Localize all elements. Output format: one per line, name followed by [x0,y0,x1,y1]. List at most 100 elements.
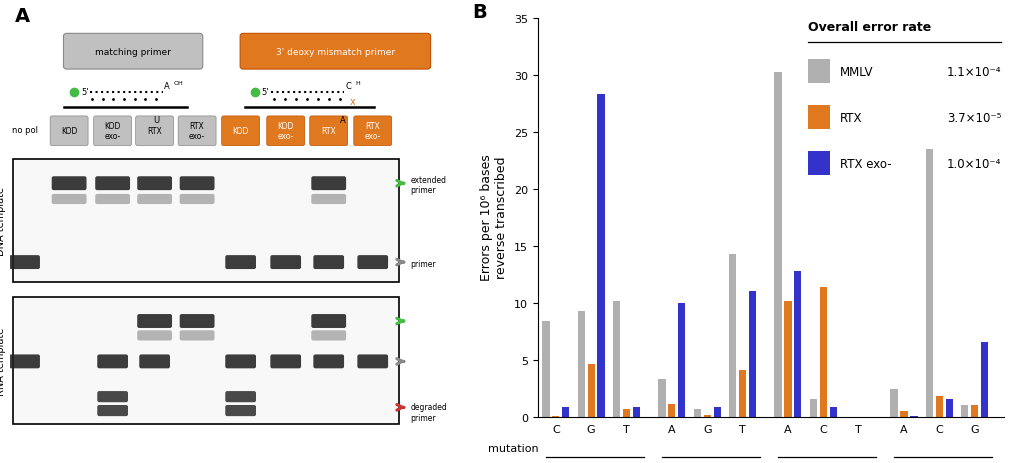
Bar [543,321,550,417]
Text: MMLV: MMLV [840,66,873,79]
Bar [819,287,827,417]
FancyBboxPatch shape [63,34,203,70]
Bar [749,292,756,417]
FancyBboxPatch shape [178,117,216,146]
FancyBboxPatch shape [180,331,215,341]
FancyBboxPatch shape [135,117,173,146]
Text: RTX
exo-: RTX exo- [365,122,381,141]
Text: OH: OH [174,81,183,86]
Text: 1.1×10⁻⁴: 1.1×10⁻⁴ [947,66,1001,79]
FancyBboxPatch shape [225,405,256,416]
FancyBboxPatch shape [225,391,256,402]
Text: B: B [472,3,487,22]
FancyBboxPatch shape [357,355,388,369]
FancyBboxPatch shape [266,117,305,146]
Text: H: H [355,81,360,86]
FancyBboxPatch shape [309,117,348,146]
Text: DNA template: DNA template [0,187,6,256]
Text: RTX: RTX [322,127,336,136]
FancyBboxPatch shape [311,177,346,191]
Text: no pol: no pol [11,126,38,135]
FancyBboxPatch shape [241,34,431,70]
FancyBboxPatch shape [97,355,128,369]
FancyBboxPatch shape [808,60,830,84]
FancyBboxPatch shape [94,117,131,146]
Bar [784,302,792,417]
Bar [739,370,746,417]
FancyBboxPatch shape [808,152,830,176]
FancyBboxPatch shape [354,117,392,146]
FancyBboxPatch shape [50,117,88,146]
FancyBboxPatch shape [311,331,346,341]
FancyBboxPatch shape [95,194,130,205]
Bar [729,254,736,417]
FancyBboxPatch shape [137,177,172,191]
Bar [678,303,685,417]
FancyBboxPatch shape [137,314,172,328]
Bar [658,379,666,417]
FancyBboxPatch shape [97,391,128,402]
Text: 1.0×10⁻⁴: 1.0×10⁻⁴ [947,157,1001,170]
FancyBboxPatch shape [9,256,40,269]
Text: KOD: KOD [61,127,77,136]
Text: matching primer: matching primer [95,48,171,57]
Text: C: C [346,82,351,91]
Text: extended
primer: extended primer [411,175,446,195]
Text: KOD
exo-: KOD exo- [278,122,294,141]
Bar [900,411,907,417]
Text: A: A [164,82,170,91]
Bar [981,343,988,417]
Bar [633,407,640,417]
Text: RTX: RTX [147,127,162,136]
FancyBboxPatch shape [9,355,40,369]
Bar [774,73,781,417]
Bar [829,407,837,417]
Text: RTX exo-: RTX exo- [840,157,891,170]
Text: Overall error rate: Overall error rate [808,20,931,33]
FancyBboxPatch shape [270,256,301,269]
Text: A: A [15,7,31,26]
Bar [945,400,953,417]
Bar [588,364,595,417]
Bar [613,302,621,417]
FancyBboxPatch shape [225,256,256,269]
Bar [669,404,676,417]
FancyBboxPatch shape [139,355,170,369]
FancyBboxPatch shape [313,355,344,369]
FancyBboxPatch shape [95,177,130,191]
FancyBboxPatch shape [97,405,128,416]
Text: KOD: KOD [232,127,249,136]
FancyBboxPatch shape [808,106,830,130]
Text: x: x [350,97,355,107]
FancyBboxPatch shape [137,331,172,341]
Text: U: U [154,116,159,125]
Text: RTX
exo-: RTX exo- [189,122,205,141]
Text: 3.7×10⁻⁵: 3.7×10⁻⁵ [947,112,1001,125]
Bar [962,405,969,417]
FancyBboxPatch shape [311,194,346,205]
Text: KOD
exo-: KOD exo- [104,122,121,141]
FancyBboxPatch shape [357,256,388,269]
FancyBboxPatch shape [313,256,344,269]
FancyBboxPatch shape [270,355,301,369]
Text: 5': 5' [262,88,269,97]
Text: A: A [340,116,346,125]
FancyBboxPatch shape [180,177,215,191]
Bar [714,407,721,417]
Bar [693,409,701,417]
Bar [597,95,605,417]
Text: primer: primer [411,259,436,269]
Bar [562,407,569,417]
Text: RNA template: RNA template [0,326,6,395]
Text: RTX: RTX [840,112,862,125]
FancyBboxPatch shape [222,117,260,146]
FancyBboxPatch shape [225,355,256,369]
Bar [12,298,399,424]
Bar [623,409,630,417]
FancyBboxPatch shape [311,314,346,328]
Text: mutation: mutation [488,443,539,452]
Bar [795,271,802,417]
Y-axis label: Errors per 10⁶ bases
reverse transcribed: Errors per 10⁶ bases reverse transcribed [480,154,508,281]
FancyBboxPatch shape [51,194,86,205]
Bar [810,400,817,417]
